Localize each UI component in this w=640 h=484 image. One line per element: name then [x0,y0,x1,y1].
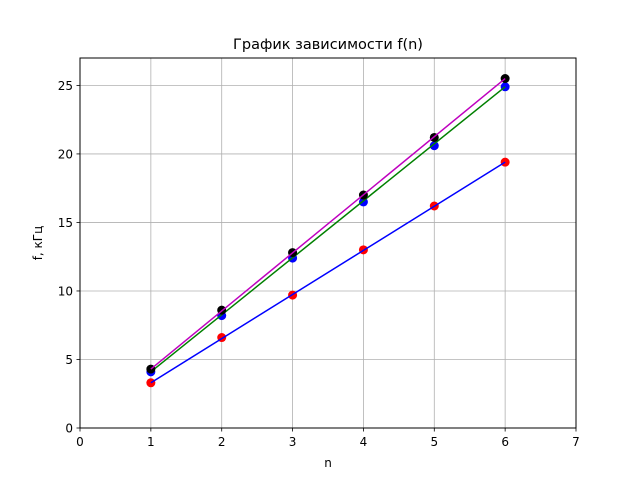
y-tick-label: 15 [58,216,73,230]
points-blue-point [429,141,439,151]
x-axis-label: n [324,456,332,470]
grid [79,58,577,429]
x-tick-label: 3 [289,435,297,449]
y-tick-label: 5 [65,353,73,367]
x-tick-label: 1 [147,435,155,449]
y-axis-label: f, кГц [31,226,45,261]
series-layer [146,74,510,388]
x-tick-label: 4 [360,435,368,449]
y-tick-label: 0 [65,422,73,436]
fit-blue-line [150,161,506,384]
x-tick-label: 2 [218,435,226,449]
y-tick-label: 25 [58,79,73,93]
x-tick-label: 7 [572,435,580,449]
fit-magenta-line [150,77,506,370]
x-tick-label: 6 [501,435,509,449]
plot-frame [79,57,577,429]
chart-title: График зависимости f(n) [233,37,423,53]
x-tick-label: 0 [76,435,84,449]
y-tick-label: 20 [58,147,73,161]
axes: 0 1 2 3 4 5 6 7 0 5 10 15 20 25 [58,79,580,449]
fit-green-line [150,86,506,373]
y-tick-label: 10 [58,284,73,298]
x-tick-label: 5 [430,435,438,449]
